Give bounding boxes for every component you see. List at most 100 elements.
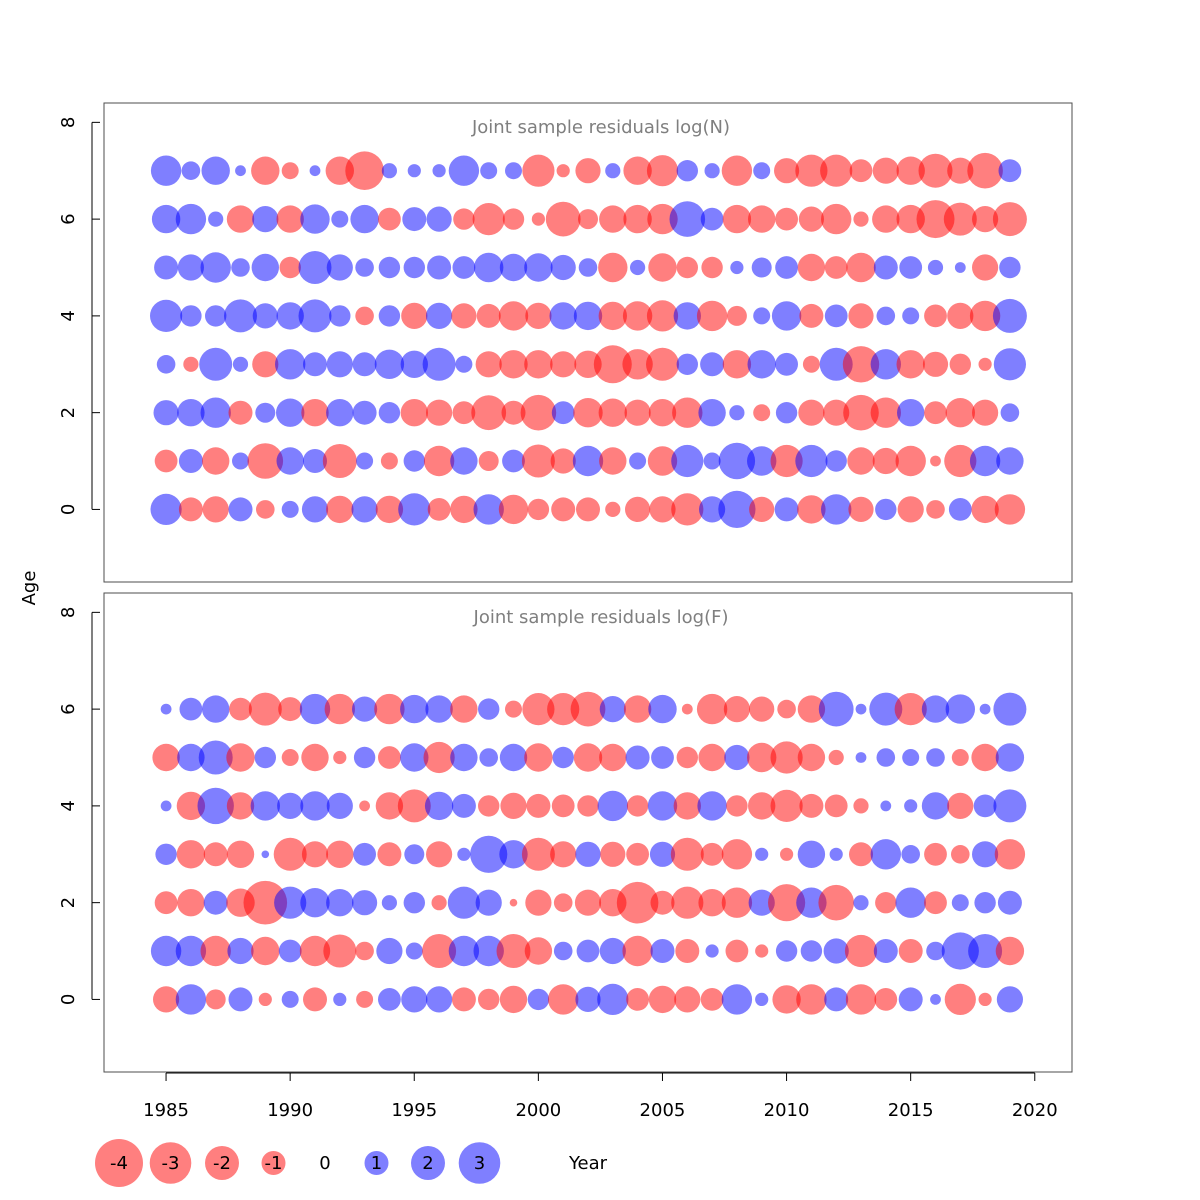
bubble: [646, 300, 679, 332]
bubble: [478, 795, 500, 817]
bubble: [622, 301, 653, 331]
bubble: [521, 837, 555, 871]
legend-label: 2: [422, 1153, 433, 1174]
bubble: [450, 447, 478, 475]
bubble: [577, 795, 599, 817]
bubble: [177, 889, 205, 917]
bubble: [755, 944, 769, 958]
bubble: [451, 793, 476, 818]
bubble: [203, 890, 228, 915]
legend-label: 0: [319, 1153, 330, 1174]
bubble: [824, 304, 848, 328]
bubble: [378, 402, 401, 424]
bubble: [228, 497, 253, 522]
bubble: [378, 256, 401, 279]
bubble: [250, 791, 280, 821]
bubble: [478, 988, 500, 1011]
bubble: [828, 749, 844, 766]
bubble: [252, 303, 278, 329]
bubble: [624, 399, 651, 426]
bubble: [844, 934, 878, 968]
bubble: [671, 444, 704, 478]
bubble: [967, 152, 1003, 189]
bubble: [874, 988, 898, 1011]
bubble: [150, 299, 183, 332]
bubble: [243, 880, 288, 925]
bubble: [527, 498, 550, 521]
bubble-size-legend: -4 -3 -2 -1 0 1 2 3: [95, 1139, 501, 1187]
bubble: [726, 305, 747, 326]
bubble: [524, 937, 553, 965]
bubble: [648, 694, 677, 724]
bubble: [329, 305, 351, 327]
bubble: [303, 987, 327, 1012]
bubble: [598, 252, 628, 283]
bubble: [448, 935, 480, 967]
bubble: [795, 154, 828, 187]
bubble: [998, 159, 1022, 183]
bubble: [423, 445, 455, 477]
bubble: [947, 302, 974, 329]
bubble: [177, 743, 205, 772]
bubble: [452, 256, 476, 279]
bubble: [723, 696, 751, 723]
bubble: [520, 394, 557, 431]
bubble: [821, 203, 852, 235]
bubble: [299, 693, 331, 725]
y-tick-label: 4: [58, 310, 79, 321]
bubble: [303, 449, 327, 473]
bubble: [401, 986, 428, 1013]
bubble: [795, 444, 828, 478]
bubble: [326, 254, 353, 281]
bubble: [926, 500, 945, 519]
bubble: [199, 347, 233, 381]
bubble: [902, 749, 920, 766]
bubble: [550, 351, 577, 378]
bubble: [423, 741, 455, 774]
bubble: [623, 695, 652, 723]
bubble: [175, 935, 207, 967]
bubble: [355, 258, 374, 277]
bubble: [499, 253, 528, 282]
bubble: [797, 743, 826, 772]
bubble: [422, 934, 457, 968]
bubble: [177, 399, 205, 427]
bubble: [797, 840, 826, 868]
bubble: [876, 748, 896, 767]
y-tick-label: 2: [58, 407, 79, 418]
legend-label: 1: [371, 1153, 382, 1174]
bubble: [824, 256, 848, 279]
bubble: [499, 743, 528, 772]
bubble: [796, 984, 827, 1015]
bubble: [333, 750, 347, 765]
bubble: [176, 791, 206, 821]
bubble: [698, 743, 726, 772]
bubble: [400, 399, 428, 427]
bubble: [650, 890, 675, 915]
x-tick-label: 2000: [515, 1100, 561, 1121]
bubble: [524, 350, 553, 379]
bubble: [228, 400, 253, 425]
bubble: [721, 155, 753, 186]
bubble: [926, 941, 945, 961]
bubble: [453, 208, 475, 230]
bubble: [576, 939, 600, 963]
bubble: [926, 748, 945, 767]
bubble: [275, 349, 306, 380]
bubble: [448, 155, 480, 186]
bubble: [622, 349, 653, 380]
bubble: [992, 298, 1027, 333]
bubble: [676, 353, 698, 375]
bubble: [200, 935, 231, 967]
bubble: [231, 258, 250, 277]
bubble: [278, 939, 302, 963]
y-tick-label: 8: [58, 607, 79, 618]
bubble: [853, 211, 869, 227]
bubble: [649, 496, 676, 523]
legend-label: -3: [162, 1153, 180, 1174]
bubble: [405, 942, 423, 960]
bubble: [704, 163, 720, 179]
bubble: [397, 789, 431, 823]
bubble-layer-bottom: [150, 691, 1027, 1016]
x-tick-label: 2020: [1012, 1100, 1058, 1121]
